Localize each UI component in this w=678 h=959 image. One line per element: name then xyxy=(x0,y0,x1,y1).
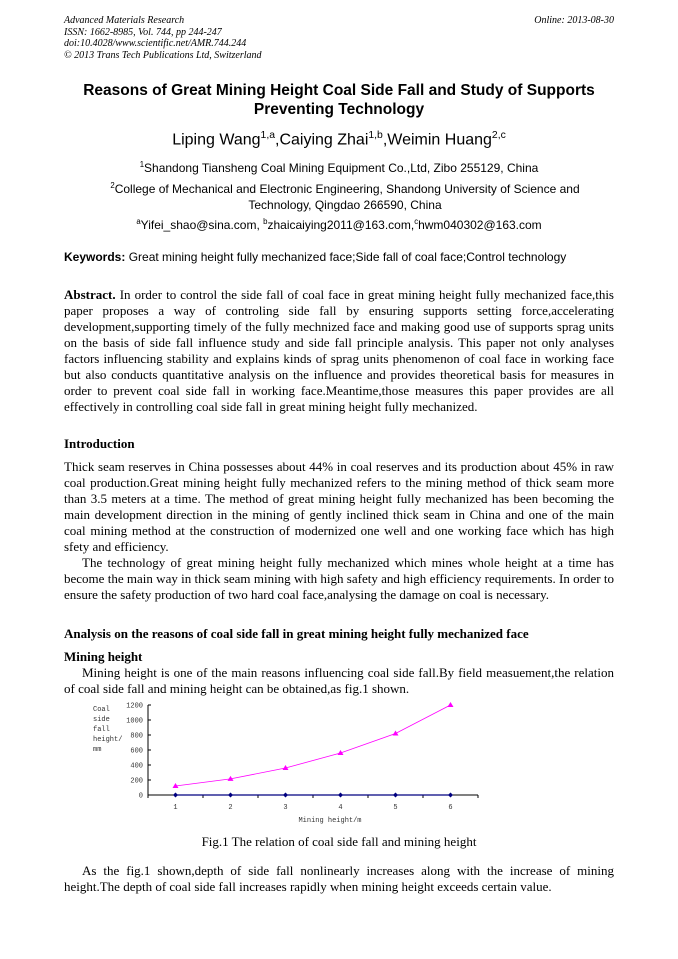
email-sup: b xyxy=(263,217,268,226)
aff-text: College of Mechanical and Electronic Eng… xyxy=(114,182,580,212)
doi: doi:10.4028/www.scientific.net/AMR.744.2… xyxy=(64,38,247,49)
analysis-heading: Analysis on the reasons of coal side fal… xyxy=(64,626,529,641)
data-point xyxy=(228,792,233,798)
keywords: Keywords: Great mining height fully mech… xyxy=(64,250,614,264)
ylabel-line: mm xyxy=(93,746,101,754)
analysis-paragraph: Mining height is one of the main reasons… xyxy=(64,665,614,696)
x-tick-label: 3 xyxy=(283,804,287,812)
abstract-text: In order to control the side fall of coa… xyxy=(64,287,614,414)
ylabel-line: Coal xyxy=(93,706,110,714)
y-tick-label: 800 xyxy=(130,733,143,741)
ylabel-line: side xyxy=(93,716,110,724)
data-point xyxy=(447,702,454,707)
aff-sup: 1 xyxy=(139,160,145,169)
data-point xyxy=(337,750,344,755)
aff-text: Shandong Tiansheng Coal Mining Equipment… xyxy=(144,161,539,175)
data-point xyxy=(227,775,234,781)
email: Yifei_shao@sina.com, xyxy=(140,218,264,232)
author-sup: 1,a xyxy=(260,130,275,141)
journal-name: Advanced Materials Research xyxy=(64,15,185,26)
y-tick-label: 0 xyxy=(139,793,143,801)
x-axis-label: Mining height/m xyxy=(298,817,361,825)
email-sup: c xyxy=(414,217,419,226)
copyright: © 2013 Trans Tech Publications Ltd, Swit… xyxy=(64,49,262,61)
author: ,Caiying Zhai xyxy=(275,131,369,149)
email: zhaicaiying2011@163.com, xyxy=(267,218,415,232)
journal-header: Advanced Materials Research ISSN: 1662-8… xyxy=(64,15,262,61)
x-tick-label: 6 xyxy=(448,804,452,812)
x-tick-label: 1 xyxy=(173,804,177,812)
y-tick-label: 1200 xyxy=(126,703,143,711)
data-point xyxy=(393,792,398,798)
intro-heading: Introduction xyxy=(64,436,135,451)
data-point xyxy=(173,792,178,798)
online-date: Online: 2013-08-30 xyxy=(534,15,614,26)
ylabel-line: height/ xyxy=(93,736,122,744)
authors: Liping Wang1,a,Caiying Zhai1,b,Weimin Hu… xyxy=(64,130,614,149)
y-tick-label: 200 xyxy=(130,778,143,786)
data-point xyxy=(282,765,289,770)
keywords-label: Keywords: xyxy=(64,250,126,264)
data-point xyxy=(392,730,399,736)
y-tick-label: 400 xyxy=(130,763,143,771)
emails: aYifei_shao@sina.com, bzhaicaiying2011@1… xyxy=(64,214,614,233)
data-point xyxy=(448,792,453,798)
figure-caption: Fig.1 The relation of coal side fall and… xyxy=(201,834,477,849)
after-figure-paragraph: As the fig.1 shown,depth of side fall no… xyxy=(64,863,614,894)
y-tick-label: 1000 xyxy=(126,718,143,726)
author: ,Weimin Huang xyxy=(382,131,492,149)
x-tick-label: 4 xyxy=(338,804,342,812)
x-tick-label: 2 xyxy=(228,804,232,812)
author-sup: 1,b xyxy=(368,130,383,141)
x-tick-label: 5 xyxy=(393,804,397,812)
series-line xyxy=(175,704,451,787)
ylabel-line: fall xyxy=(93,726,110,734)
affiliation-1: 1Shandong Tiansheng Coal Mining Equipmen… xyxy=(64,157,614,176)
affiliation-2: 2College of Mechanical and Electronic En… xyxy=(110,178,580,213)
abstract: Abstract. In order to control the side f… xyxy=(64,287,614,415)
y-tick-label: 600 xyxy=(130,748,143,756)
keywords-text: Great mining height fully mechanized fac… xyxy=(125,250,567,264)
data-point xyxy=(172,783,179,788)
author: Liping Wang xyxy=(172,131,261,149)
email: hwm040302@163.com xyxy=(418,218,542,232)
paper-title: Reasons of Great Mining Height Coal Side… xyxy=(83,82,595,118)
email-sup: a xyxy=(136,217,141,226)
author-sup: 2,c xyxy=(491,130,506,141)
subheading-mining-height: Mining height xyxy=(64,649,143,664)
intro-paragraph-1: Thick seam reserves in China possesses a… xyxy=(64,459,614,554)
data-point xyxy=(283,792,288,798)
aff-sup: 2 xyxy=(110,181,115,190)
data-point xyxy=(338,792,343,798)
issn: ISSN: 1662-8985, Vol. 744, pp 244-247 xyxy=(64,26,222,38)
intro-paragraph-2: The technology of great mining height fu… xyxy=(64,555,614,602)
abstract-label: Abstract. xyxy=(64,287,116,302)
